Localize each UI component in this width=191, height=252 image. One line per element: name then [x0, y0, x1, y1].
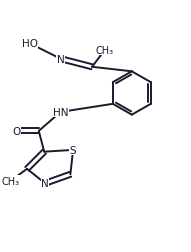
- Text: CH₃: CH₃: [2, 176, 20, 186]
- Text: N: N: [57, 54, 64, 65]
- Text: CH₃: CH₃: [96, 46, 114, 56]
- Text: HN: HN: [53, 108, 68, 117]
- Text: HO: HO: [22, 39, 38, 49]
- Text: S: S: [70, 145, 76, 155]
- Text: N: N: [41, 179, 49, 188]
- Text: O: O: [12, 127, 20, 136]
